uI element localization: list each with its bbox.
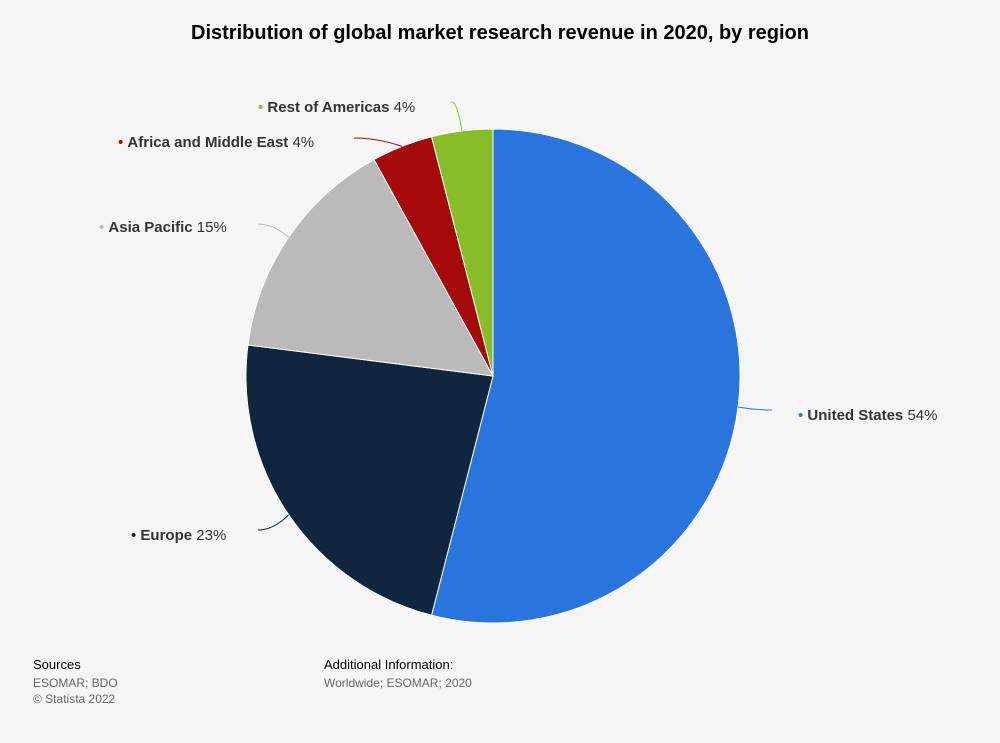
pie-slice-asia-pacific[interactable] bbox=[247, 158, 494, 377]
leader-line-africa-and-middle-east bbox=[353, 137, 403, 147]
leader-line-united-states bbox=[737, 406, 773, 411]
chart-title: Distribution of global market research r… bbox=[191, 22, 809, 44]
sources-heading: Sources bbox=[33, 657, 81, 672]
pie-slice-rest-of-americas[interactable] bbox=[430, 128, 494, 377]
data-label-united-states: • United States 54% bbox=[798, 407, 937, 424]
leader-line-rest-of-americas bbox=[451, 101, 463, 132]
pie-slice-europe[interactable] bbox=[245, 344, 494, 616]
leader-line-asia-pacific bbox=[257, 223, 290, 238]
sources-text: ESOMAR; BDO bbox=[33, 676, 118, 690]
data-label-asia-pacific: • Asia Pacific 15% bbox=[99, 219, 227, 236]
data-label-europe: • Europe 23% bbox=[131, 527, 226, 544]
data-label-africa-and-middle-east: • Africa and Middle East 4% bbox=[118, 134, 314, 151]
copyright-text: © Statista 2022 bbox=[33, 692, 116, 706]
data-label-rest-of-americas: • Rest of Americas 4% bbox=[258, 99, 415, 116]
leader-line-europe bbox=[257, 514, 290, 531]
additional-info-text: Worldwide; ESOMAR; 2020 bbox=[324, 676, 472, 690]
additional-info-heading: Additional Information: bbox=[324, 657, 454, 672]
